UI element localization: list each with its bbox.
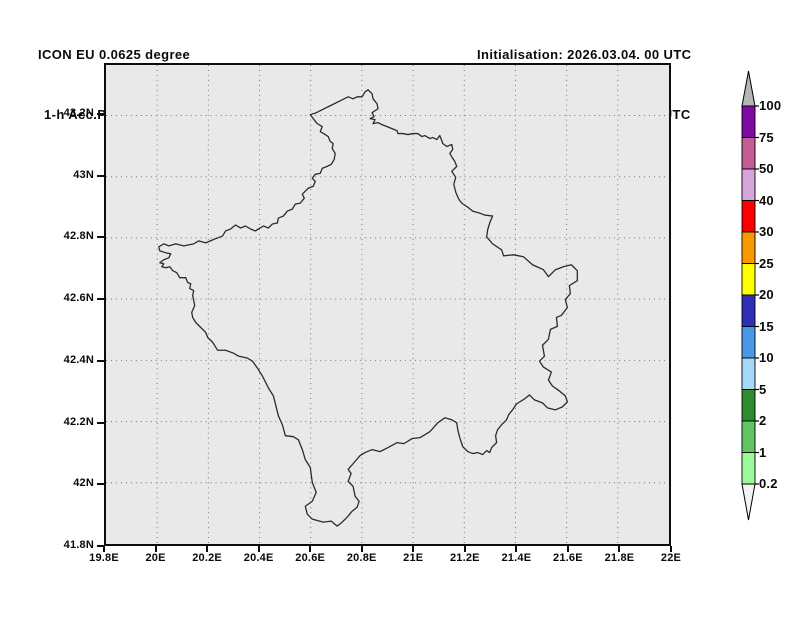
y-axis-tick-label: 42.8N <box>63 230 94 243</box>
x-axis-tick <box>566 546 569 552</box>
colorbar-segment <box>741 294 756 327</box>
x-axis-tick <box>412 546 415 552</box>
x-axis-tick-label: 19.8E <box>89 552 119 564</box>
x-axis-tick-label: 20.6E <box>295 552 326 564</box>
colorbar-segment <box>741 231 756 264</box>
y-axis-tick <box>97 483 104 486</box>
x-axis-tick <box>360 546 363 552</box>
colorbar-segment <box>741 168 756 201</box>
colorbar-label: 5 <box>759 381 767 397</box>
x-axis-tick <box>618 546 621 552</box>
x-axis-tick <box>103 546 105 552</box>
colorbar-label: 0.2 <box>759 476 778 491</box>
y-axis-tick-label: 43N <box>73 168 94 181</box>
x-axis-tick-label: 21.8E <box>604 552 635 564</box>
colorbar-under-arrow <box>741 483 756 521</box>
x-axis-tick <box>515 546 518 552</box>
y-axis-tick <box>97 174 104 177</box>
colorbar-label: 2 <box>759 413 767 428</box>
colorbar-label: 1 <box>759 444 767 460</box>
x-axis-tick-label: 21E <box>403 552 424 564</box>
country-outline-kosovo <box>158 89 578 527</box>
model-name: ICON EU 0.0625 degree <box>38 47 191 62</box>
map-svg <box>106 65 669 544</box>
x-axis-tick <box>257 546 260 552</box>
x-axis-tick <box>670 546 672 552</box>
x-axis-tick-label: 21.4E <box>501 552 532 564</box>
y-axis-tick <box>97 298 104 301</box>
colorbar-label: 30 <box>759 224 774 239</box>
y-axis-tick <box>97 112 104 115</box>
y-axis-tick-label: 42.2N <box>63 415 94 428</box>
x-axis-tick <box>463 546 466 552</box>
x-axis-tick-label: 20.8E <box>346 552 377 564</box>
y-axis-tick <box>97 545 104 547</box>
x-axis-tick-label: 20.2E <box>192 552 222 564</box>
colorbar <box>741 70 759 521</box>
x-axis-tick-label: 22E <box>660 552 682 564</box>
colorbar-segment <box>741 452 756 485</box>
x-axis-tick-label: 20.4E <box>243 552 274 564</box>
map-plot <box>104 63 671 546</box>
y-axis-tick <box>97 359 104 362</box>
y-axis-tick <box>97 421 104 424</box>
x-axis-tick <box>154 546 157 552</box>
colorbar-label: 75 <box>759 129 774 145</box>
y-axis-tick-label: 42.4N <box>63 353 94 366</box>
colorbar-label: 10 <box>759 350 774 365</box>
y-axis-tick-label: 42N <box>73 477 94 490</box>
x-axis-tick-label: 21.2E <box>449 552 480 564</box>
y-axis-tick-label: 42.6N <box>63 292 94 305</box>
initialisation-time: Initialisation: 2026.03.04. 00 UTC <box>477 47 692 62</box>
x-axis-tick-label: 21.6E <box>553 552 583 564</box>
y-axis-tick-label: 41.8N <box>63 539 94 551</box>
colorbar-label: 40 <box>759 192 774 208</box>
x-axis-tick <box>309 546 312 552</box>
colorbar-label: 50 <box>759 161 774 176</box>
colorbar-segment <box>741 389 756 422</box>
x-axis-tick <box>206 546 209 552</box>
colorbar-label: 15 <box>759 318 774 334</box>
x-axis-tick-label: 20E <box>145 552 166 564</box>
colorbar-segment <box>741 357 756 390</box>
colorbar-segment <box>741 200 756 233</box>
colorbar-label: 25 <box>759 255 774 271</box>
colorbar-label: 20 <box>759 287 774 302</box>
colorbar-segment <box>741 420 756 453</box>
colorbar-segment <box>741 105 756 138</box>
y-axis-tick-label: 43.2N <box>63 106 94 119</box>
colorbar-segment <box>741 263 756 296</box>
colorbar-segment <box>741 326 756 359</box>
colorbar-segment <box>741 137 756 170</box>
colorbar-over-arrow <box>741 70 756 107</box>
y-axis-tick <box>97 236 104 239</box>
colorbar-label: 100 <box>759 98 782 113</box>
